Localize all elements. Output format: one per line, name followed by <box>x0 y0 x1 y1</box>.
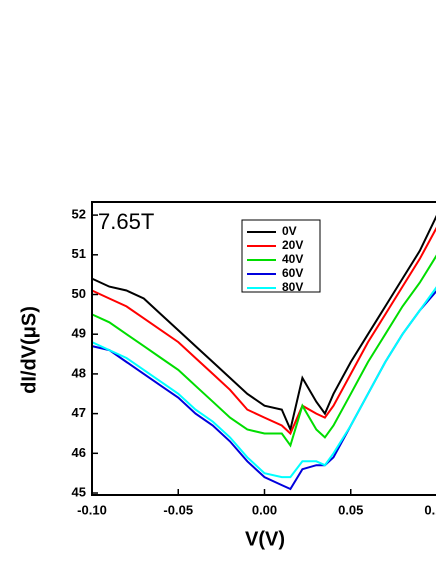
x-tick-label: 0.00 <box>252 502 277 517</box>
x-tick-label: -0.10 <box>77 502 107 517</box>
legend-label: 40V <box>282 252 303 266</box>
x-tick-label: 0.10 <box>424 502 436 517</box>
y-tick-label: 45 <box>72 484 86 499</box>
y-tick-label: 52 <box>72 207 86 222</box>
legend-label: 20V <box>282 238 303 252</box>
data-line <box>91 214 436 433</box>
annotation: 7.65T <box>98 209 154 234</box>
y-tick-label: 48 <box>72 365 86 380</box>
legend-label: 60V <box>282 266 303 280</box>
y-axis-label: dI/dV(μS) <box>18 306 40 394</box>
data-line <box>91 286 436 479</box>
data-line <box>91 290 436 491</box>
data-line <box>91 254 436 448</box>
data-line <box>91 226 436 436</box>
y-tick-label: 49 <box>72 326 86 341</box>
y-tick-label: 50 <box>72 286 86 301</box>
x-tick-label: -0.05 <box>163 502 193 517</box>
y-tick-label: 46 <box>72 445 86 460</box>
legend-label: 80V <box>282 280 303 294</box>
legend-label: 0V <box>282 224 297 238</box>
legend-box <box>241 219 321 293</box>
x-axis-label: V(V) <box>245 528 285 550</box>
y-tick-label: 47 <box>72 405 86 420</box>
x-tick-label: 0.05 <box>338 502 363 517</box>
y-tick-label: 51 <box>72 246 86 261</box>
